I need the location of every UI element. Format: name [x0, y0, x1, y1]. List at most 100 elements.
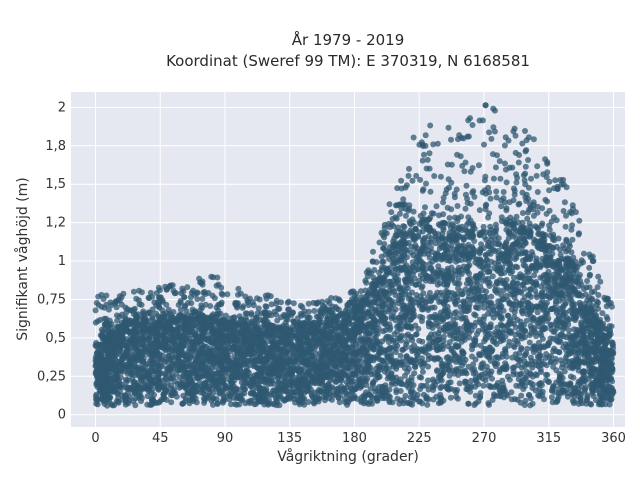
data-point — [416, 374, 423, 381]
data-points — [92, 102, 617, 409]
data-point — [499, 323, 506, 329]
data-point — [336, 399, 343, 406]
data-point — [417, 272, 424, 279]
data-point — [451, 351, 458, 358]
data-point — [419, 338, 426, 345]
data-point — [580, 305, 587, 312]
data-point — [386, 394, 393, 400]
data-point — [418, 318, 425, 325]
data-point — [436, 299, 443, 305]
data-point — [506, 376, 513, 383]
data-point — [370, 357, 377, 364]
data-point — [435, 330, 442, 337]
data-point — [425, 251, 432, 257]
data-point — [287, 381, 294, 388]
data-point — [588, 401, 595, 408]
data-point — [392, 306, 399, 313]
data-point — [534, 353, 541, 360]
data-point — [144, 401, 151, 408]
data-point — [451, 321, 458, 328]
data-point — [132, 402, 139, 409]
data-point — [180, 400, 187, 407]
data-point — [446, 367, 453, 374]
data-point — [485, 249, 492, 256]
data-point — [574, 356, 581, 363]
data-point — [508, 306, 515, 313]
data-point — [426, 260, 433, 267]
data-point — [565, 287, 572, 294]
data-point — [505, 312, 512, 319]
data-point — [438, 361, 445, 368]
data-point — [492, 354, 499, 361]
data-point — [456, 380, 463, 387]
data-point — [447, 394, 454, 401]
data-point — [481, 304, 487, 311]
data-point — [431, 304, 438, 311]
data-point — [123, 379, 130, 385]
data-point — [392, 292, 399, 299]
data-point — [558, 364, 565, 371]
data-point — [610, 349, 617, 356]
data-point — [557, 331, 564, 338]
data-point — [516, 302, 523, 309]
data-point — [470, 361, 477, 368]
data-point — [397, 352, 404, 359]
data-point — [548, 326, 555, 333]
data-point — [484, 262, 490, 269]
data-point — [290, 358, 297, 365]
data-point — [192, 395, 199, 402]
data-point — [458, 271, 465, 277]
data-point — [123, 343, 129, 350]
data-point — [538, 369, 544, 375]
data-point — [557, 339, 564, 345]
data-point — [533, 258, 540, 265]
data-point — [382, 320, 389, 327]
data-point — [140, 355, 147, 362]
data-point — [526, 339, 533, 346]
data-point — [430, 376, 436, 383]
data-point — [495, 252, 502, 259]
data-point — [440, 369, 447, 376]
data-point — [524, 379, 531, 386]
data-point — [508, 389, 515, 396]
data-point — [519, 307, 526, 314]
data-point — [514, 264, 521, 271]
data-point — [502, 281, 509, 288]
data-point — [389, 379, 396, 386]
data-point — [574, 290, 581, 297]
data-point — [144, 393, 151, 400]
data-point — [129, 352, 136, 359]
data-point — [521, 294, 528, 301]
data-point — [568, 358, 575, 365]
data-point — [463, 318, 470, 325]
data-point — [416, 277, 423, 284]
data-point — [476, 352, 483, 359]
data-point — [404, 368, 411, 375]
data-point — [477, 248, 483, 255]
data-point — [419, 368, 426, 375]
data-point — [421, 234, 428, 241]
data-point — [372, 388, 379, 395]
data-point — [519, 282, 526, 289]
data-point — [552, 284, 559, 291]
data-point — [574, 332, 581, 339]
data-point — [434, 367, 441, 374]
data-point — [477, 390, 484, 397]
data-point — [474, 286, 481, 293]
data-point — [128, 371, 135, 378]
data-point — [562, 300, 569, 306]
data-point — [417, 398, 424, 405]
data-point — [528, 325, 535, 332]
data-point — [176, 380, 183, 387]
data-point — [480, 382, 487, 389]
data-point — [472, 312, 479, 319]
data-point — [459, 291, 465, 298]
data-point — [405, 384, 412, 391]
data-point — [426, 314, 433, 321]
data-point — [468, 377, 475, 384]
data-point — [113, 350, 120, 357]
data-point — [505, 235, 512, 241]
data-point — [569, 365, 576, 372]
data-point — [393, 365, 400, 372]
data-point — [465, 363, 472, 370]
